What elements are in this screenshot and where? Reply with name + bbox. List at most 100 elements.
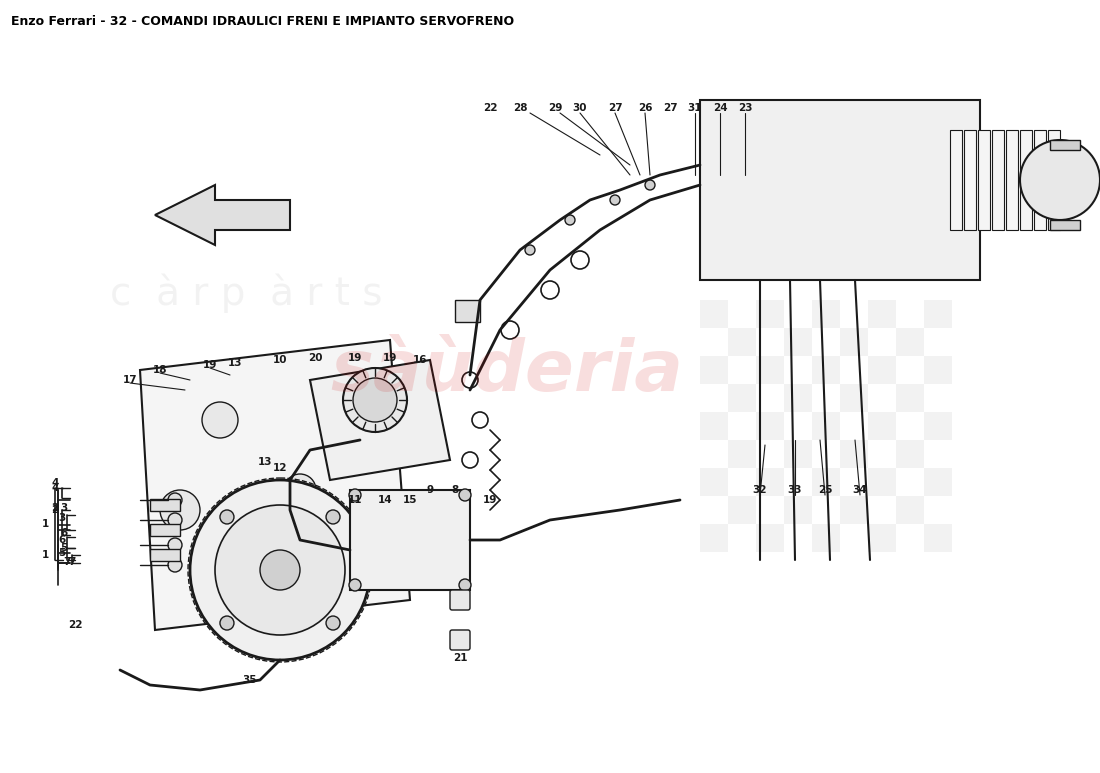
- Text: 33: 33: [788, 485, 802, 495]
- Text: 10: 10: [273, 355, 287, 365]
- Bar: [150, 549, 180, 561]
- Circle shape: [168, 558, 182, 572]
- Bar: [978, 130, 990, 230]
- FancyBboxPatch shape: [450, 630, 470, 650]
- Text: 17: 17: [123, 375, 138, 385]
- Bar: [992, 130, 1004, 230]
- Text: 24: 24: [713, 103, 727, 113]
- Bar: [728, 328, 756, 356]
- Bar: [840, 496, 868, 524]
- Text: sàùderia: sàùderia: [330, 336, 683, 406]
- Bar: [812, 412, 840, 440]
- Circle shape: [190, 480, 370, 660]
- Circle shape: [343, 368, 407, 432]
- Text: 2: 2: [52, 505, 58, 515]
- Text: 26: 26: [638, 103, 652, 113]
- Circle shape: [168, 493, 182, 507]
- Bar: [868, 524, 896, 552]
- Bar: [924, 440, 952, 468]
- Bar: [924, 300, 952, 328]
- Circle shape: [525, 245, 535, 255]
- Bar: [700, 468, 728, 496]
- Bar: [728, 440, 756, 468]
- Bar: [812, 300, 840, 328]
- Circle shape: [196, 546, 224, 574]
- Bar: [700, 300, 728, 328]
- Bar: [784, 440, 812, 468]
- Text: 14: 14: [377, 495, 393, 505]
- Circle shape: [353, 378, 397, 422]
- Bar: [700, 328, 728, 356]
- Bar: [896, 356, 924, 384]
- Bar: [728, 496, 756, 524]
- Bar: [700, 384, 728, 412]
- Text: 19: 19: [202, 360, 217, 370]
- Text: Enzo Ferrari - 32 - COMANDI IDRAULICI FRENI E IMPIANTO SERVOFRENO: Enzo Ferrari - 32 - COMANDI IDRAULICI FR…: [11, 15, 514, 29]
- Bar: [756, 524, 784, 552]
- Text: c  à r p  à r t s: c à r p à r t s: [110, 274, 383, 314]
- Text: 3: 3: [58, 513, 66, 523]
- Bar: [896, 412, 924, 440]
- Bar: [812, 328, 840, 356]
- Bar: [964, 130, 976, 230]
- Text: 13: 13: [228, 358, 242, 368]
- Bar: [896, 440, 924, 468]
- Circle shape: [214, 505, 345, 635]
- Circle shape: [565, 215, 575, 225]
- Bar: [728, 356, 756, 384]
- Bar: [868, 328, 896, 356]
- Circle shape: [220, 616, 234, 630]
- Bar: [868, 356, 896, 384]
- Bar: [728, 524, 756, 552]
- Text: 19: 19: [348, 353, 362, 363]
- Circle shape: [168, 513, 182, 527]
- Text: 19: 19: [483, 495, 497, 505]
- Bar: [784, 412, 812, 440]
- Text: 9: 9: [427, 485, 433, 495]
- Circle shape: [324, 385, 355, 415]
- Text: 31: 31: [688, 103, 702, 113]
- Text: 4: 4: [52, 478, 58, 488]
- Bar: [924, 384, 952, 412]
- Text: 12: 12: [273, 463, 287, 473]
- Bar: [756, 468, 784, 496]
- Bar: [896, 300, 924, 328]
- Bar: [700, 496, 728, 524]
- Bar: [1020, 130, 1032, 230]
- Bar: [350, 490, 470, 590]
- Bar: [840, 412, 868, 440]
- Bar: [728, 468, 756, 496]
- Circle shape: [326, 616, 340, 630]
- Text: 19: 19: [383, 353, 397, 363]
- Circle shape: [168, 538, 182, 552]
- Bar: [840, 468, 868, 496]
- Bar: [1006, 130, 1018, 230]
- Bar: [756, 328, 784, 356]
- Bar: [700, 356, 728, 384]
- Text: 4: 4: [52, 483, 58, 493]
- Circle shape: [326, 510, 340, 524]
- Bar: [756, 496, 784, 524]
- Bar: [812, 356, 840, 384]
- Bar: [700, 412, 728, 440]
- Text: 7: 7: [68, 557, 76, 567]
- Text: 3: 3: [60, 503, 67, 513]
- Bar: [812, 384, 840, 412]
- Bar: [896, 384, 924, 412]
- Bar: [896, 468, 924, 496]
- Bar: [700, 440, 728, 468]
- Bar: [840, 328, 868, 356]
- Bar: [868, 468, 896, 496]
- Text: 28: 28: [513, 103, 527, 113]
- Bar: [840, 356, 868, 384]
- Bar: [924, 412, 952, 440]
- FancyBboxPatch shape: [450, 590, 470, 610]
- Bar: [700, 524, 728, 552]
- Text: 16: 16: [412, 355, 427, 365]
- Bar: [868, 412, 896, 440]
- Text: 20: 20: [308, 353, 322, 363]
- Bar: [924, 328, 952, 356]
- Bar: [784, 524, 812, 552]
- Bar: [812, 496, 840, 524]
- Text: 21: 21: [453, 653, 468, 663]
